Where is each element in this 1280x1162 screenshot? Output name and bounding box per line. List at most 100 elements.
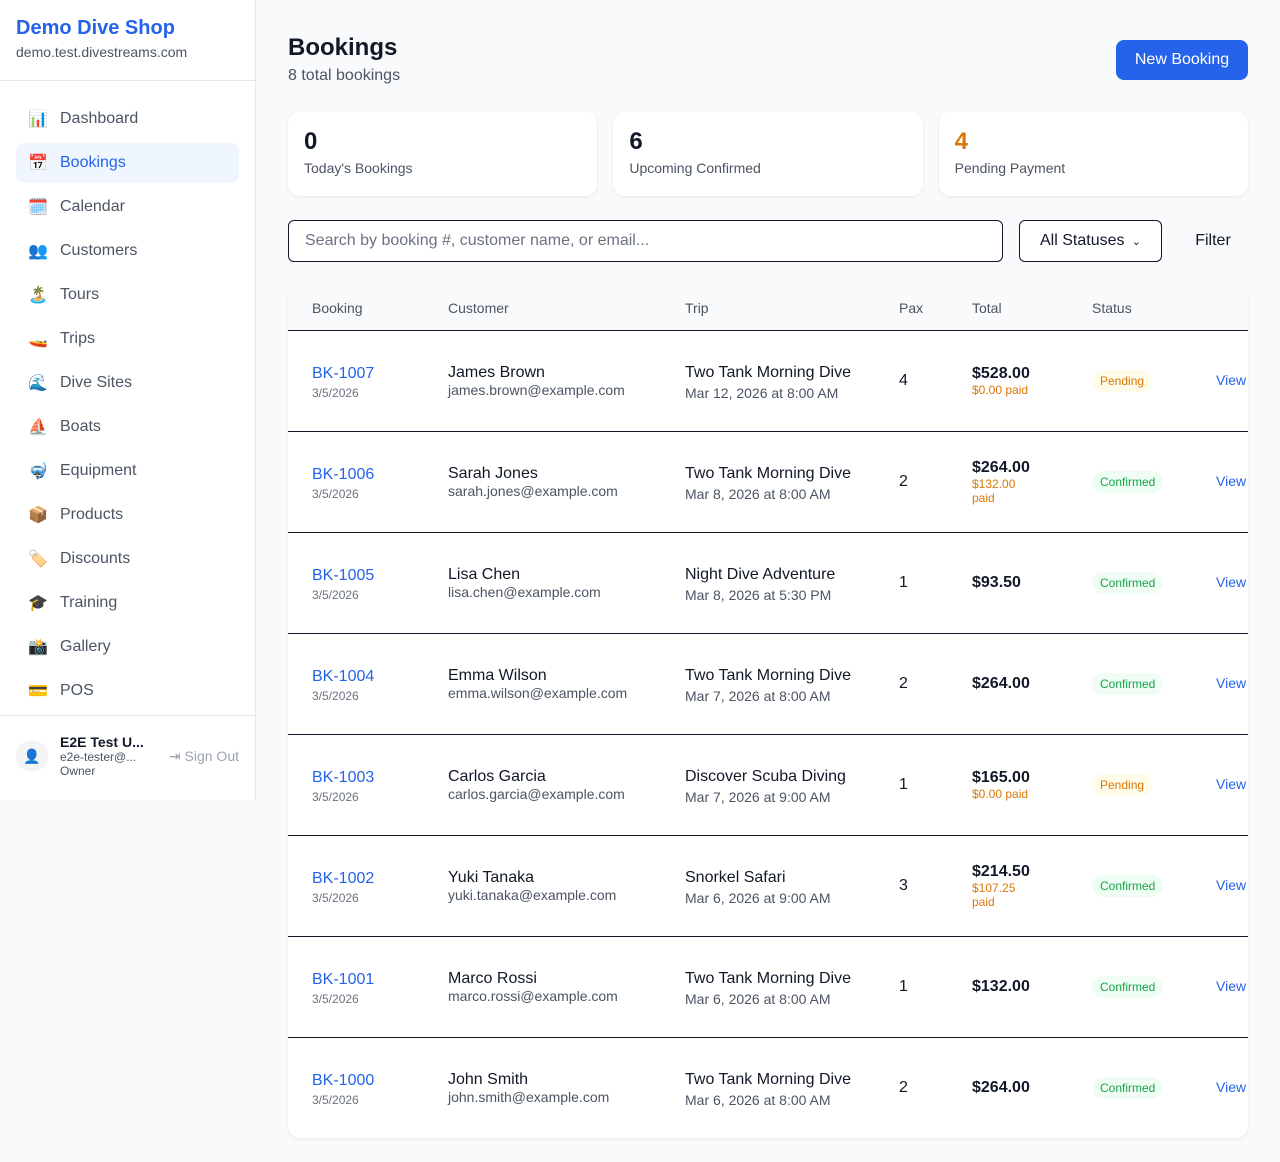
view-link[interactable]: View — [1216, 573, 1247, 590]
customer-email: john.smith@example.com — [448, 1088, 610, 1105]
status-badge: Confirmed — [1092, 975, 1164, 998]
sign-out-icon: ⇥ — [168, 747, 185, 764]
stat-value: 6 — [629, 128, 643, 155]
trip-name: Night Dive Adventure — [685, 565, 836, 583]
sidebar-item-customers[interactable]: 👥 Customers — [16, 231, 239, 271]
column-header: Pax — [875, 286, 948, 331]
sidebar-item-trips[interactable]: 🚤 Trips — [16, 319, 239, 359]
booking-date: 3/5/2026 — [312, 890, 359, 905]
booking-id-link[interactable]: BK-1002 — [312, 869, 375, 887]
trip-time: Mar 8, 2026 at 5:30 PM — [685, 586, 832, 603]
tours-icon: 🏝️ — [28, 287, 48, 304]
status-badge: Confirmed — [1092, 470, 1164, 493]
gallery-icon: 📸 — [28, 639, 48, 656]
trip-name: Snorkel Safari — [685, 868, 786, 886]
sidebar-item-label: Dashboard — [60, 110, 139, 127]
trip-time: Mar 6, 2026 at 8:00 AM — [685, 1091, 831, 1108]
customer-name: Yuki Tanaka — [448, 868, 534, 886]
booking-id-link[interactable]: BK-1005 — [312, 566, 375, 584]
booking-id-link[interactable]: BK-1007 — [312, 364, 375, 382]
sidebar-item-calendar[interactable]: 🗓️ Calendar — [16, 187, 239, 227]
booking-date: 3/5/2026 — [312, 688, 359, 703]
sidebar-item-dashboard[interactable]: 📊 Dashboard — [16, 99, 239, 139]
sidebar-item-label: Training — [60, 594, 118, 611]
search-input[interactable] — [288, 220, 1003, 262]
sidebar-item-pos[interactable]: 💳 POS — [16, 671, 239, 711]
view-link[interactable]: View — [1216, 371, 1247, 388]
booking-id-link[interactable]: BK-1006 — [312, 465, 375, 483]
brand: Demo Dive Shop demo.test.divestreams.com — [0, 0, 255, 81]
paid-amount: $132.00 paid — [972, 476, 1016, 505]
total: $264.00 — [972, 674, 1030, 692]
stat-value: 4 — [954, 128, 969, 155]
sign-out-button[interactable]: ⇥ Sign Out — [169, 748, 239, 765]
chevron-down-icon: ⌄ — [1131, 235, 1141, 248]
table-row: BK-1006 3/5/2026 Sarah Jones sarah.jones@e… — [288, 431, 1248, 533]
sidebar-item-dive-sites[interactable]: 🌊 Dive Sites — [16, 363, 239, 403]
status-badge: Pending — [1092, 773, 1153, 796]
shop-name[interactable]: Demo Dive Shop — [16, 17, 175, 39]
pax: 2 — [875, 633, 948, 735]
sidebar-item-training[interactable]: 🎓 Training — [16, 583, 239, 623]
pax: 1 — [875, 936, 948, 1038]
sidebar-item-discounts[interactable]: 🏷️ Discounts — [16, 539, 239, 579]
trip-time: Mar 8, 2026 at 8:00 AM — [685, 485, 831, 502]
view-link[interactable]: View — [1216, 977, 1247, 994]
total: $132.00 — [972, 977, 1030, 995]
stat-label: Today's Bookings — [304, 160, 413, 176]
trip-time: Mar 6, 2026 at 8:00 AM — [685, 990, 831, 1007]
stat-card: 4 Pending Payment — [938, 112, 1248, 196]
booking-date: 3/5/2026 — [312, 789, 359, 804]
sidebar-item-label: Tours — [60, 286, 100, 303]
view-link[interactable]: View — [1216, 472, 1247, 489]
sign-out-label: Sign Out — [184, 747, 239, 764]
sidebar-item-label: Equipment — [60, 462, 137, 479]
view-link[interactable]: View — [1216, 1078, 1247, 1095]
user-avatar-icon: 👤 — [16, 740, 48, 772]
pax: 4 — [875, 330, 948, 432]
table-row: BK-1000 3/5/2026 John Smith john.smith@exa… — [288, 1037, 1248, 1138]
view-link[interactable]: View — [1216, 876, 1247, 893]
view-link[interactable]: View — [1216, 775, 1247, 792]
customer-name: James Brown — [448, 363, 545, 381]
user-role: Owner — [60, 764, 96, 778]
sidebar-item-boats[interactable]: ⛵ Boats — [16, 407, 239, 447]
sidebar-item-gallery[interactable]: 📸 Gallery — [16, 627, 239, 667]
customer-name: Sarah Jones — [448, 464, 538, 482]
booking-date: 3/5/2026 — [312, 991, 359, 1006]
sidebar-item-label: Calendar — [60, 198, 125, 215]
booking-id-link[interactable]: BK-1000 — [312, 1071, 375, 1089]
stat-card: 6 Upcoming Confirmed — [613, 112, 923, 196]
boats-icon: ⛵ — [28, 419, 48, 436]
table-row: BK-1002 3/5/2026 Yuki Tanaka yuki.tanaka@e… — [288, 835, 1248, 937]
booking-id-link[interactable]: BK-1001 — [312, 970, 375, 988]
sidebar-item-label: Dive Sites — [60, 374, 133, 391]
sidebar-item-bookings[interactable]: 📅 Bookings — [16, 143, 239, 183]
status-select-value: All Statuses — [1040, 232, 1125, 249]
booking-date: 3/5/2026 — [312, 1092, 359, 1107]
dive-sites-icon: 🌊 — [28, 375, 48, 392]
sidebar-item-products[interactable]: 📦 Products — [16, 495, 239, 535]
training-icon: 🎓 — [28, 595, 48, 612]
customer-email: carlos.garcia@example.com — [448, 785, 625, 802]
customer-name: Emma Wilson — [448, 666, 547, 684]
sidebar-item-label: POS — [60, 682, 94, 699]
trip-name: Two Tank Morning Dive — [685, 1070, 851, 1088]
sidebar-item-equipment[interactable]: 🤿 Equipment — [16, 451, 239, 491]
customer-email: emma.wilson@example.com — [448, 684, 628, 701]
customer-email: yuki.tanaka@example.com — [448, 886, 617, 903]
pos-icon: 💳 — [28, 683, 48, 700]
filter-button[interactable]: Filter — [1195, 232, 1231, 249]
trip-time: Mar 6, 2026 at 9:00 AM — [685, 889, 831, 906]
status-select[interactable]: All Statuses ⌄ — [1019, 220, 1162, 262]
shop-domain: demo.test.divestreams.com — [16, 44, 188, 60]
sidebar-item-tours[interactable]: 🏝️ Tours — [16, 275, 239, 315]
booking-id-link[interactable]: BK-1004 — [312, 667, 375, 685]
discounts-icon: 🏷️ — [28, 551, 48, 568]
trip-name: Two Tank Morning Dive — [685, 666, 851, 684]
status-badge: Confirmed — [1092, 571, 1164, 594]
view-link[interactable]: View — [1216, 674, 1247, 691]
new-booking-button[interactable]: New Booking — [1116, 40, 1248, 80]
trip-name: Two Tank Morning Dive — [685, 969, 851, 987]
booking-id-link[interactable]: BK-1003 — [312, 768, 375, 786]
